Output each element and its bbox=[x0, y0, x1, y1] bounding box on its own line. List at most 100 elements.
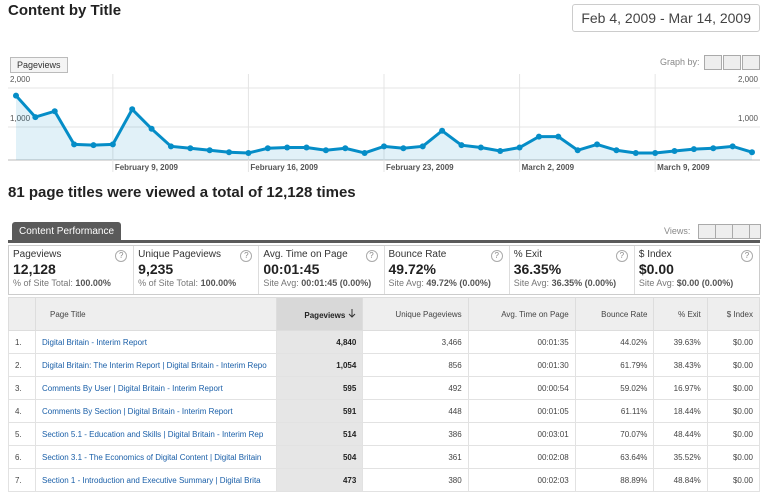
point bbox=[632, 149, 639, 156]
score-value: 9,235 bbox=[138, 261, 174, 277]
column-header[interactable]: Page Title bbox=[35, 297, 277, 331]
table-cell: 59.02% bbox=[574, 376, 655, 400]
table-cell: 3,466 bbox=[362, 330, 469, 354]
sort-arrow bbox=[348, 308, 356, 318]
column-header[interactable]: Bounce Rate bbox=[574, 297, 655, 331]
table-cell: 4,840 bbox=[275, 330, 364, 354]
point bbox=[729, 143, 736, 150]
table-cell: 1. bbox=[8, 330, 36, 354]
x-tick-label: February 16, 2009 bbox=[250, 163, 318, 172]
help-icon[interactable]: ? bbox=[115, 250, 128, 262]
help-icon[interactable]: ? bbox=[741, 250, 754, 262]
table-cell: 61.79% bbox=[574, 353, 655, 377]
x-tick-label: February 9, 2009 bbox=[115, 163, 179, 172]
table-cell[interactable]: Section 1 - Introduction and Executive S… bbox=[35, 468, 277, 492]
y-tick-label: 1,000 bbox=[10, 114, 31, 123]
table-cell: 386 bbox=[362, 422, 469, 446]
table-cell: 00:01:35 bbox=[467, 330, 576, 354]
point bbox=[284, 144, 291, 151]
score-note-label: % of Site Total: bbox=[13, 278, 73, 288]
table-cell[interactable]: Comments By User | Digital Britain - Int… bbox=[35, 376, 277, 400]
graph-day-button[interactable] bbox=[704, 55, 722, 70]
point bbox=[13, 92, 19, 99]
table-row: 7. Section 1 - Introduction and Executive… bbox=[8, 468, 761, 492]
view-pie[interactable] bbox=[715, 224, 733, 239]
table-cell: 48.84% bbox=[653, 468, 708, 492]
score-note-label: Site Avg: bbox=[638, 278, 675, 288]
table-cell: 448 bbox=[362, 399, 469, 423]
point bbox=[322, 147, 329, 154]
score-note-label: Site Avg: bbox=[513, 278, 550, 288]
table-row: 4. Comments By Section | Digital Britain … bbox=[8, 399, 761, 423]
views-label: Views: bbox=[664, 226, 691, 236]
column-header[interactable]: Avg. Time on Page bbox=[467, 297, 576, 331]
point bbox=[71, 141, 78, 148]
x-tick-label: March 2, 2009 bbox=[522, 163, 575, 172]
table-cell[interactable]: Comments By Section | Digital Britain - … bbox=[35, 399, 277, 423]
point bbox=[710, 145, 717, 152]
graph-week-button[interactable] bbox=[723, 55, 741, 70]
point bbox=[477, 144, 484, 151]
score-note-value: 100.00% bbox=[75, 278, 111, 288]
x-tick-label: March 9, 2009 bbox=[657, 163, 710, 172]
table-cell[interactable]: Digital Britain - Interim Report bbox=[35, 330, 277, 354]
point bbox=[613, 147, 620, 154]
point bbox=[206, 147, 213, 154]
point bbox=[497, 148, 504, 155]
table-cell: 504 bbox=[275, 445, 364, 469]
table-cell: 6. bbox=[8, 445, 36, 469]
table-cell: $0.00 bbox=[706, 422, 761, 446]
y-tick-label: 2,000 bbox=[10, 75, 31, 84]
point bbox=[555, 133, 562, 140]
help-icon[interactable]: ? bbox=[240, 250, 253, 262]
point bbox=[167, 143, 174, 150]
score-note: Site Avg: 36.35% (0.00%) bbox=[514, 278, 630, 288]
table-cell: $0.00 bbox=[706, 445, 761, 469]
date-range[interactable]: Feb 4, 2009 - Mar 14, 2009 bbox=[572, 4, 760, 32]
point bbox=[148, 125, 155, 132]
point bbox=[51, 108, 58, 115]
view-table[interactable] bbox=[698, 224, 716, 239]
graph-month-button[interactable] bbox=[742, 55, 760, 70]
tab[interactable]: Content Performance bbox=[12, 222, 122, 241]
point bbox=[439, 127, 446, 134]
view-pivot[interactable] bbox=[749, 224, 761, 239]
table-cell: 35.52% bbox=[653, 445, 708, 469]
table-cell: 44.02% bbox=[574, 330, 655, 354]
help-icon[interactable]: ? bbox=[490, 250, 503, 262]
score-cell: Avg. Time on Page 00:01:45 Site Avg: 00:01… bbox=[259, 246, 385, 294]
score-note-value: 36.35% (0.00%) bbox=[551, 278, 617, 288]
table-cell: 88.89% bbox=[574, 468, 655, 492]
table-cell[interactable]: Digital Britain: The Interim Report | Di… bbox=[35, 353, 277, 377]
table-cell: 00:01:05 bbox=[467, 399, 576, 423]
view-bar[interactable] bbox=[732, 224, 750, 239]
score-value: $0.00 bbox=[638, 261, 674, 277]
column-header[interactable]: Unique Pageviews bbox=[362, 297, 469, 331]
point bbox=[361, 149, 368, 156]
help-icon[interactable]: ? bbox=[615, 250, 628, 262]
column-header[interactable]: % Exit bbox=[653, 297, 708, 331]
table-cell[interactable]: Section 3.1 - The Economics of Digital C… bbox=[35, 445, 277, 469]
point bbox=[574, 147, 581, 154]
table-cell: 473 bbox=[275, 468, 364, 492]
tab-bar bbox=[8, 240, 760, 243]
table-cell: 38.43% bbox=[653, 353, 708, 377]
table-cell: 856 bbox=[362, 353, 469, 377]
point bbox=[671, 148, 678, 155]
table-cell: 514 bbox=[275, 422, 364, 446]
table-cell: 4. bbox=[8, 399, 36, 423]
score-note-value: 49.72% (0.00%) bbox=[426, 278, 491, 288]
table-cell: $0.00 bbox=[706, 399, 761, 423]
table-cell: 492 bbox=[362, 376, 469, 400]
metric-selector[interactable]: Pageviews bbox=[10, 57, 68, 73]
column-header[interactable]: $ Index bbox=[706, 297, 761, 331]
table-cell: 48.44% bbox=[653, 422, 708, 446]
help-icon[interactable]: ? bbox=[365, 250, 378, 262]
score-note: Site Avg: $0.00 (0.00%) bbox=[639, 278, 755, 288]
table-cell[interactable]: Section 5.1 - Education and Skills | Dig… bbox=[35, 422, 277, 446]
x-tick-label: February 23, 2009 bbox=[386, 163, 454, 172]
table-cell: $0.00 bbox=[706, 376, 761, 400]
score-label: $ Index bbox=[638, 249, 672, 260]
column-header[interactable]: Pageviews bbox=[275, 297, 364, 331]
